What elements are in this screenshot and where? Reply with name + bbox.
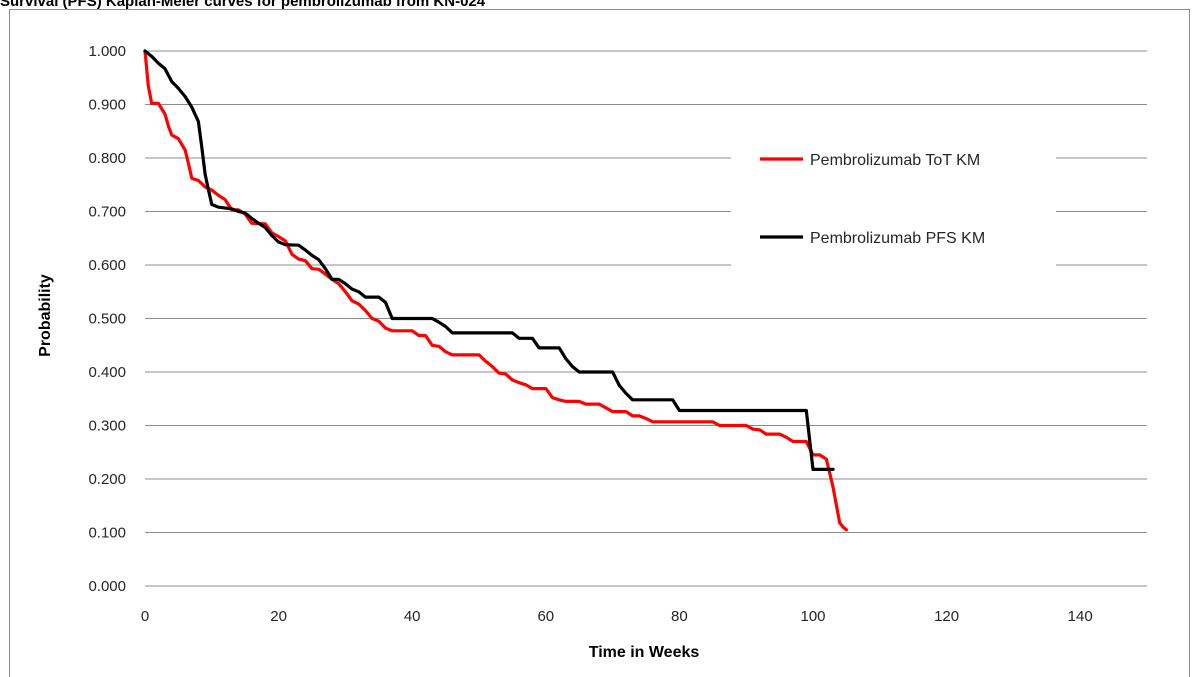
legend-box bbox=[731, 130, 1056, 266]
x-tick-label: 0 bbox=[141, 608, 149, 625]
y-tick-label: 0.900 bbox=[88, 97, 126, 114]
y-tick-label: 0.300 bbox=[88, 418, 126, 435]
y-axis-label: Probability bbox=[37, 274, 54, 357]
y-tick-label: 0.200 bbox=[88, 471, 126, 488]
x-tick-label: 140 bbox=[1068, 608, 1093, 625]
x-tick-label: 60 bbox=[537, 608, 554, 625]
y-tick-label: 0.700 bbox=[88, 204, 126, 221]
y-tick-labels: 0.000 0.100 0.200 0.300 0.400 0.500 0.600 0.700… bbox=[88, 43, 126, 595]
y-tick-label: 0.000 bbox=[88, 578, 126, 595]
y-tick-label: 0.100 bbox=[88, 525, 126, 542]
legend-entry: Pembrolizumab PFS KM bbox=[810, 230, 985, 247]
y-tick-label: 1.000 bbox=[88, 43, 126, 60]
x-tick-labels: 0 20 40 60 80 100 120 140 bbox=[141, 608, 1093, 625]
y-tick-label: 0.600 bbox=[88, 257, 126, 274]
x-tick-label: 80 bbox=[671, 608, 688, 625]
legend: Pembrolizumab ToT KM Pembrolizumab PFS KM bbox=[731, 130, 1056, 266]
chart-frame bbox=[9, 9, 1190, 677]
series-line-pfs bbox=[143, 49, 835, 471]
x-axis-label: Time in Weeks bbox=[589, 644, 700, 661]
x-tick-label: 100 bbox=[800, 608, 825, 625]
x-tick-label: 120 bbox=[934, 608, 959, 625]
figure-caption: Survival (PFS) Kaplan-Meier curves for p… bbox=[0, 0, 486, 10]
x-tick-label: 20 bbox=[270, 608, 287, 625]
legend-entry: Pembrolizumab ToT KM bbox=[810, 152, 980, 169]
x-tick-label: 40 bbox=[404, 608, 421, 625]
y-tick-label: 0.500 bbox=[88, 311, 126, 328]
y-tick-label: 0.800 bbox=[88, 150, 126, 167]
series-lines bbox=[143, 49, 849, 532]
series-line-tot bbox=[143, 49, 849, 532]
y-tick-label: 0.400 bbox=[88, 364, 126, 381]
